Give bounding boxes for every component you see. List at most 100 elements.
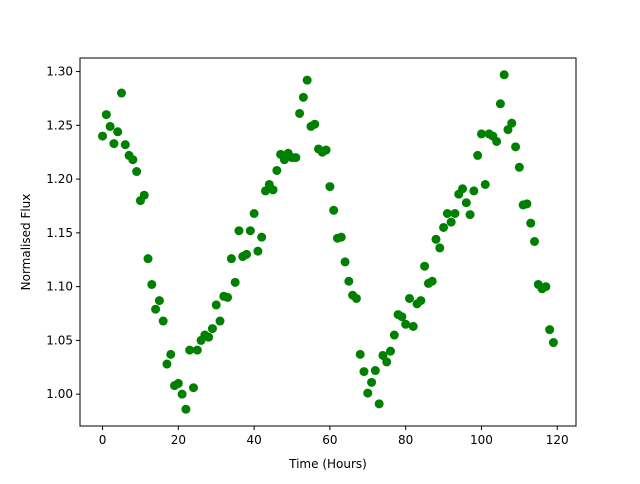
point bbox=[109, 139, 119, 149]
point bbox=[416, 296, 426, 306]
point bbox=[541, 282, 551, 292]
point bbox=[116, 88, 126, 98]
y-tick-label: 1.30 bbox=[46, 65, 73, 79]
point bbox=[249, 209, 259, 219]
point bbox=[431, 234, 441, 244]
point bbox=[268, 185, 278, 195]
point bbox=[298, 92, 308, 102]
x-tick-label: 80 bbox=[398, 433, 413, 447]
y-tick-label: 1.25 bbox=[46, 118, 73, 132]
point bbox=[158, 316, 168, 326]
point bbox=[386, 346, 396, 356]
point bbox=[476, 129, 486, 139]
point bbox=[132, 167, 142, 177]
point bbox=[458, 184, 468, 194]
point bbox=[522, 199, 532, 209]
point bbox=[435, 243, 445, 253]
point bbox=[401, 319, 411, 329]
point bbox=[166, 349, 176, 359]
point bbox=[310, 119, 320, 129]
point bbox=[340, 257, 350, 267]
x-tick-label: 100 bbox=[470, 433, 493, 447]
point bbox=[355, 349, 365, 359]
point bbox=[143, 254, 153, 264]
point bbox=[302, 75, 312, 85]
point bbox=[492, 136, 502, 146]
point bbox=[446, 217, 456, 227]
point bbox=[177, 389, 187, 399]
x-tick-label: 0 bbox=[99, 433, 107, 447]
point bbox=[526, 218, 536, 228]
point bbox=[336, 232, 346, 242]
point bbox=[545, 325, 555, 335]
point bbox=[204, 332, 214, 342]
point bbox=[253, 246, 263, 256]
point bbox=[242, 249, 252, 259]
point bbox=[113, 127, 123, 137]
point bbox=[105, 121, 115, 131]
point bbox=[548, 338, 558, 348]
point bbox=[185, 345, 195, 355]
point bbox=[128, 155, 138, 165]
plot-frame bbox=[79, 57, 577, 427]
y-tick-label: 1.20 bbox=[46, 172, 73, 186]
point bbox=[226, 254, 236, 264]
point bbox=[461, 198, 471, 208]
point bbox=[291, 153, 301, 163]
point bbox=[439, 222, 449, 232]
x-tick-label: 120 bbox=[546, 433, 569, 447]
point bbox=[162, 359, 172, 369]
point bbox=[363, 388, 373, 398]
point bbox=[397, 312, 407, 322]
point bbox=[151, 304, 161, 314]
point bbox=[173, 378, 183, 388]
y-tick-label: 1.10 bbox=[46, 280, 73, 294]
point bbox=[147, 279, 157, 289]
point bbox=[207, 324, 217, 334]
point bbox=[295, 108, 305, 118]
point bbox=[514, 162, 524, 172]
point bbox=[499, 70, 509, 80]
point bbox=[272, 165, 282, 175]
y-axis-label: Normalised Flux bbox=[19, 194, 33, 291]
point bbox=[181, 404, 191, 414]
point bbox=[507, 118, 517, 128]
point bbox=[427, 276, 437, 286]
point bbox=[359, 367, 369, 377]
point bbox=[215, 316, 225, 326]
point bbox=[450, 209, 460, 219]
point bbox=[530, 236, 540, 246]
point bbox=[473, 150, 483, 160]
point bbox=[465, 210, 475, 220]
point bbox=[223, 292, 233, 302]
point bbox=[442, 209, 452, 219]
point bbox=[321, 145, 331, 155]
point bbox=[329, 205, 339, 215]
x-tick-label: 60 bbox=[322, 433, 337, 447]
point bbox=[257, 232, 267, 242]
point bbox=[408, 321, 418, 331]
point bbox=[374, 399, 384, 409]
point bbox=[351, 293, 361, 303]
y-tick-label: 1.15 bbox=[46, 226, 73, 240]
point bbox=[139, 190, 149, 200]
point bbox=[367, 377, 377, 387]
point bbox=[420, 261, 430, 271]
point bbox=[230, 277, 240, 287]
point bbox=[480, 179, 490, 189]
point bbox=[245, 226, 255, 236]
y-tick-label: 1.00 bbox=[46, 387, 73, 401]
point bbox=[370, 366, 380, 376]
point bbox=[382, 357, 392, 367]
point bbox=[469, 186, 479, 196]
point bbox=[120, 140, 130, 150]
point bbox=[154, 296, 164, 306]
point bbox=[344, 276, 354, 286]
point bbox=[192, 345, 202, 355]
point bbox=[98, 131, 108, 141]
point bbox=[234, 226, 244, 236]
x-axis-label: Time (Hours) bbox=[288, 457, 367, 471]
point bbox=[101, 110, 111, 120]
x-tick-label: 40 bbox=[246, 433, 261, 447]
